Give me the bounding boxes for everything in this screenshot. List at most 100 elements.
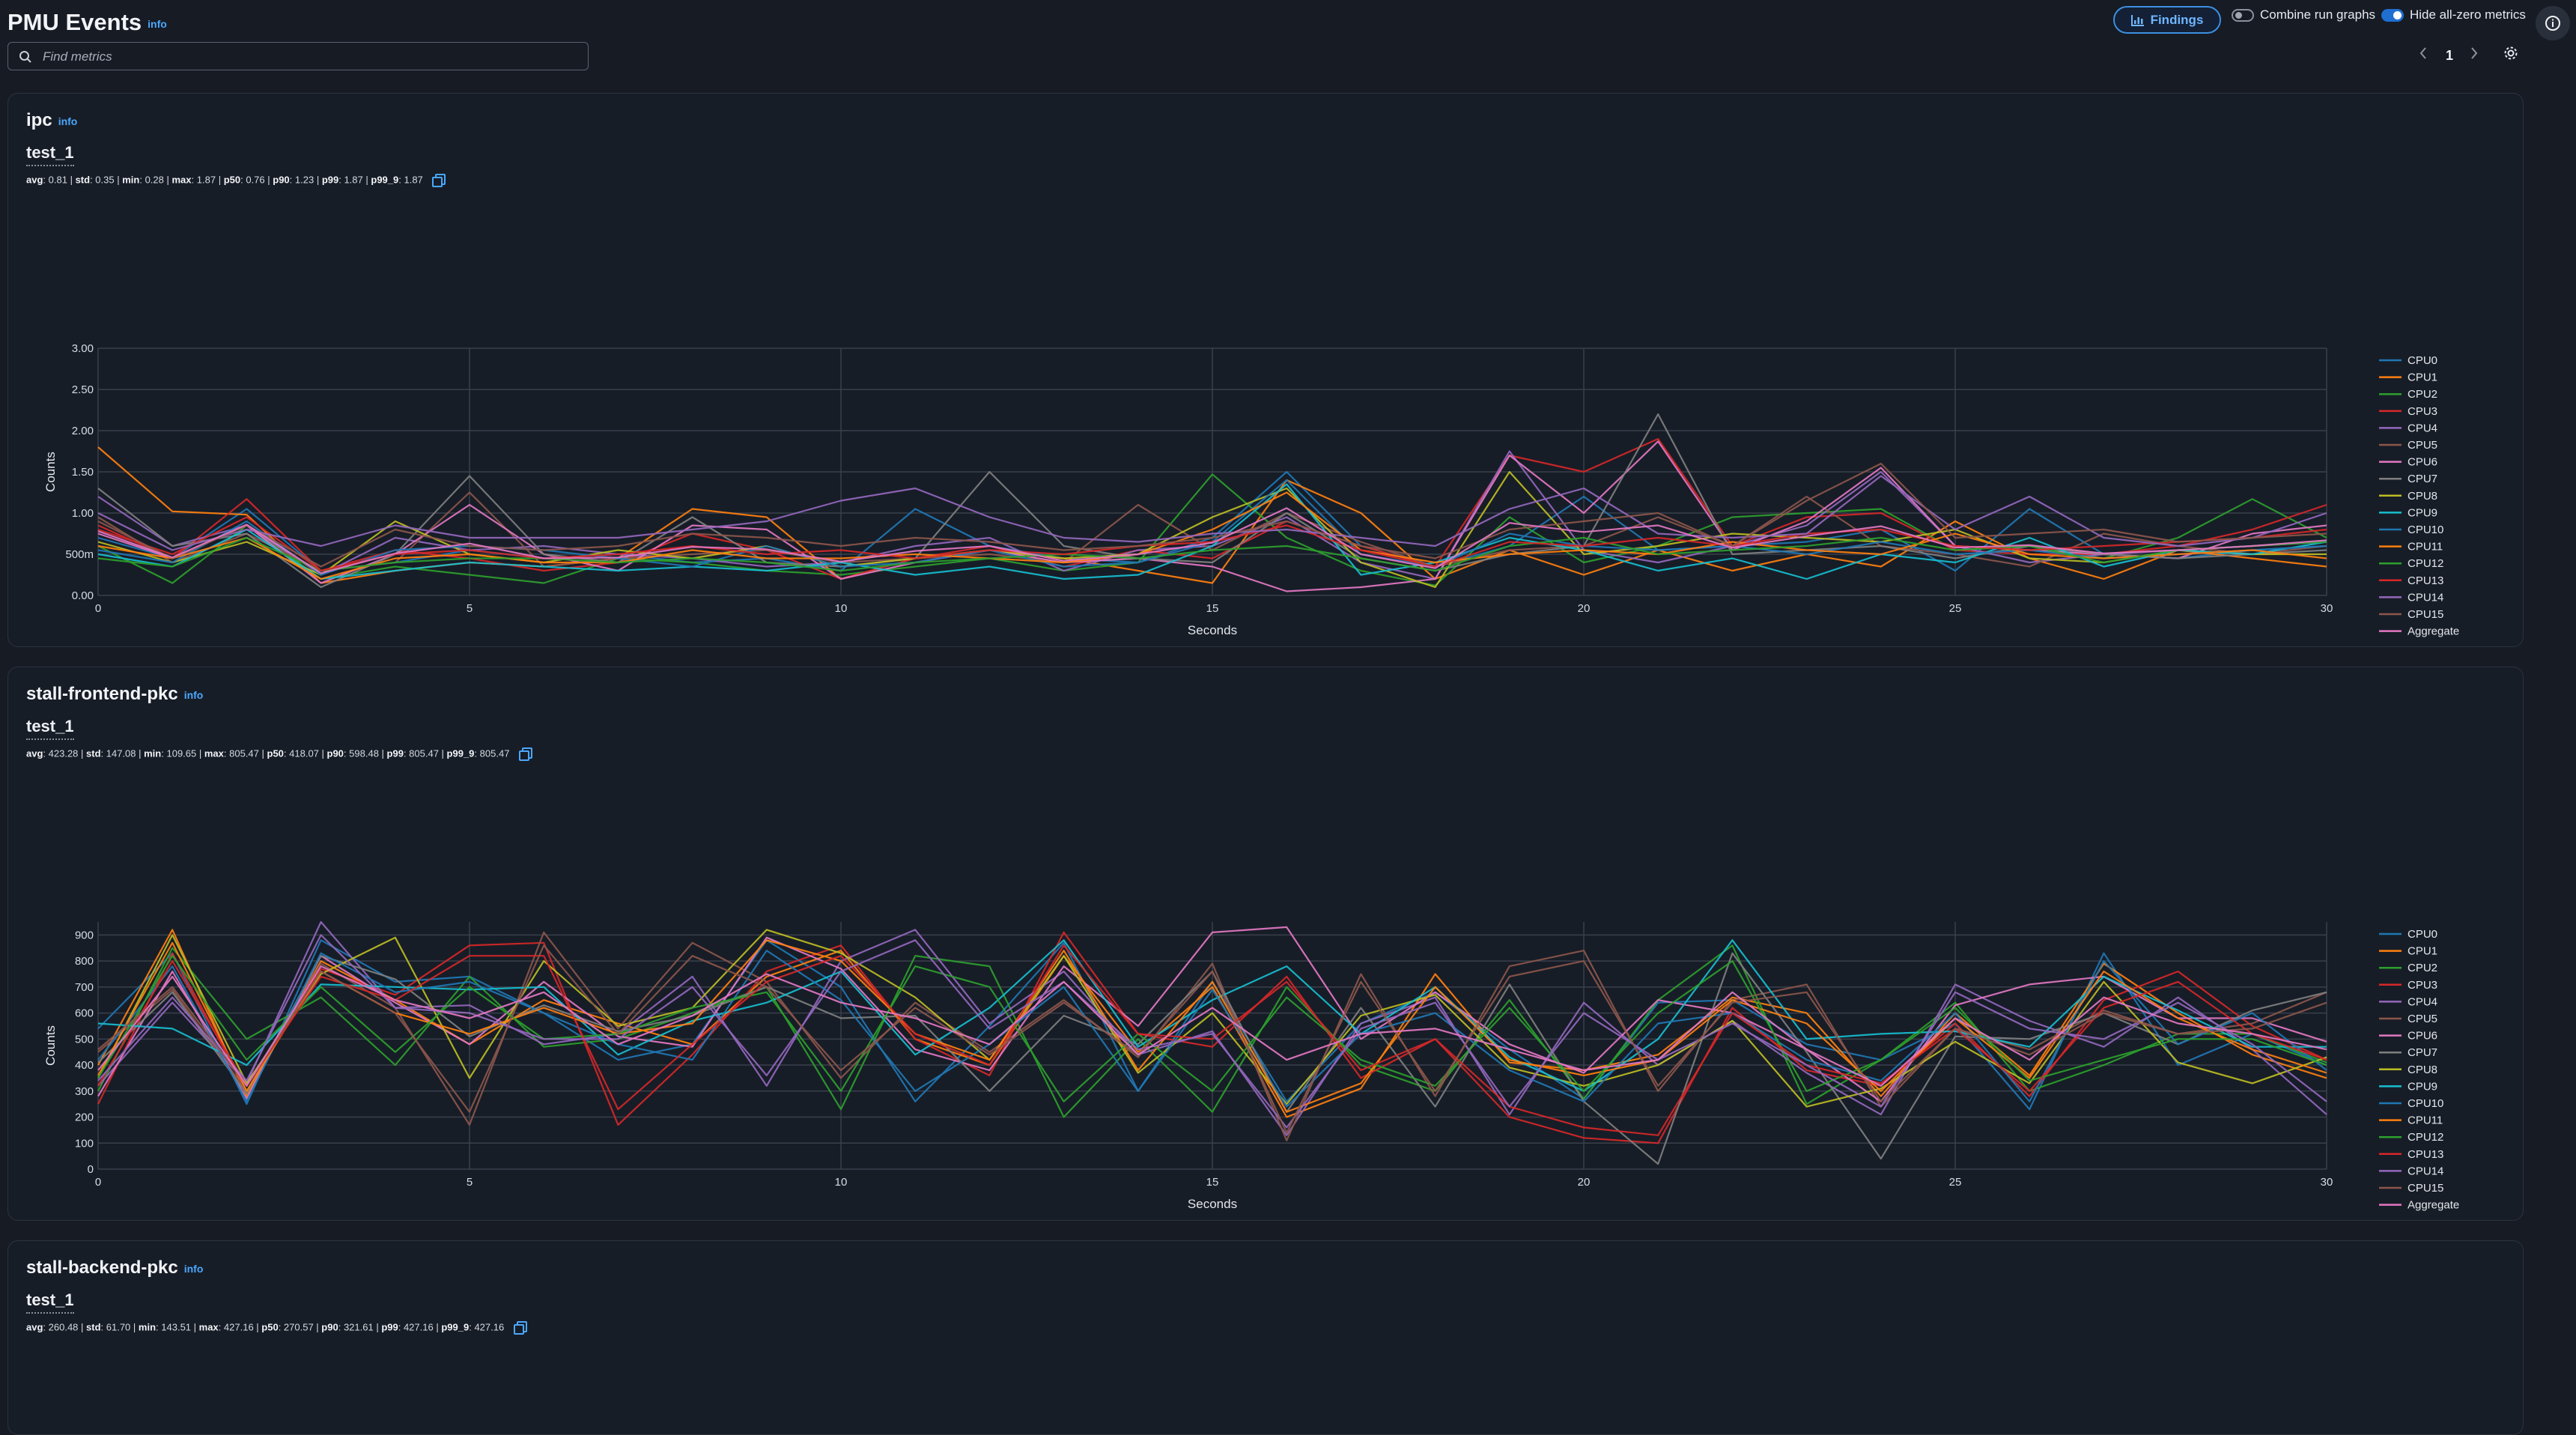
series-line-cpu6 [97,926,2327,1102]
stat-key: avg [26,1321,43,1333]
search-input[interactable] [41,45,568,69]
stat-key: p99_9 [371,174,399,186]
legend-item-cpu10: CPU10 [2408,524,2443,536]
copy-icon[interactable] [518,747,533,762]
metric-info-link[interactable]: info [58,115,78,127]
stat-key: p50 [267,747,284,759]
legend-item-cpu0: CPU0 [2408,354,2437,367]
x-tick-label: 10 [835,1176,848,1189]
top-bar: PMU Events info Findings Combine run grap… [0,0,2576,82]
settings-button[interactable] [2503,45,2519,65]
y-tick-label: 500 [75,1033,94,1046]
search-icon [19,51,31,63]
y-axis-label: Counts [43,1025,58,1066]
stat-key: min [122,174,140,186]
stat-key: p99_9 [446,747,475,759]
legend-item-cpu13: CPU13 [2408,1148,2443,1161]
stat-value: 0.28 [145,174,164,186]
series-line-cpu9 [97,483,2327,580]
stat-value: 1.87 [196,174,216,186]
combine-run-graphs-label: Combine run graphs [2260,7,2376,22]
x-tick-label: 0 [95,602,101,615]
legend-item-cpu9: CPU9 [2408,506,2437,519]
stat-key: std [86,1321,101,1333]
metric-info-link[interactable]: info [183,688,204,701]
legend-item-cpu6: CPU6 [2408,1030,2437,1043]
series-line-aggregate [97,507,2327,574]
legend-item-cpu2: CPU2 [2408,388,2437,401]
series-line-cpu2 [97,944,2327,1118]
page-title-text: PMU Events [7,9,142,35]
legend-item-cpu0: CPU0 [2408,928,2437,941]
stat-value: 0.81 [48,174,67,186]
run-name: test_1 [26,717,74,740]
stat-value: 1.87 [404,174,423,186]
stat-key: p99_9 [441,1321,470,1333]
chevron-left-icon [2419,47,2426,59]
stat-key: max [204,747,224,759]
stat-value: 1.23 [294,174,315,186]
stat-value: 598.48 [349,747,379,759]
y-tick-label: 300 [75,1085,94,1098]
metric-title: stall-backend-pkc info [26,1257,203,1278]
series-line-cpu14 [97,475,2327,551]
series-line-cpu3 [97,931,2327,1144]
stat-value: 321.61 [343,1321,374,1333]
x-axis-label: Seconds [1188,1197,1237,1211]
combine-run-graphs-toggle[interactable] [2232,9,2254,22]
x-tick-label: 20 [1578,1176,1591,1189]
legend-item-cpu7: CPU7 [2408,473,2437,485]
y-tick-label: 100 [75,1137,94,1150]
stat-value: 427.16 [474,1321,505,1333]
stat-key: std [86,747,101,759]
metric-panel-ipc: ipc info test_1 avg: 0.81 | std: 0.35 | m… [7,93,2524,647]
stat-key: p90 [321,1321,338,1333]
stat-value: 805.47 [479,747,510,759]
stat-key: p99 [381,1321,398,1333]
x-tick-label: 30 [2321,602,2333,615]
metric-title: ipc info [26,110,77,131]
legend-item-cpu15: CPU15 [2408,1182,2443,1195]
legend-item-cpu8: CPU8 [2408,490,2437,503]
y-tick-label: 400 [75,1059,94,1072]
metric-title-text: stall-backend-pkc [26,1257,178,1278]
search-box[interactable] [7,42,589,70]
stat-value: 1.87 [344,174,363,186]
legend-item-cpu3: CPU3 [2408,979,2437,992]
legend-item-cpu8: CPU8 [2408,1064,2437,1076]
y-tick-label: 900 [75,929,94,941]
legend-item-aggregate: Aggregate [2408,625,2459,638]
legend-item-cpu14: CPU14 [2408,591,2443,604]
series-line-cpu11 [97,491,2327,580]
series-line-cpu12 [97,536,2327,572]
stat-value: 418.07 [289,747,319,759]
series-line-cpu12 [97,955,2327,1102]
page-info-link[interactable]: info [148,17,167,30]
y-tick-label: 0.00 [72,589,94,602]
copy-icon[interactable] [513,1320,528,1335]
hide-all-zero-toggle[interactable] [2381,9,2404,22]
stat-key: p90 [273,174,290,186]
info-button[interactable] [2536,6,2570,40]
series-line-cpu15 [97,462,2327,568]
metric-panel-stall-backend: stall-backend-pkc info test_1 avg: 260.48… [7,1240,2524,1435]
page-number: 1 [2446,48,2454,63]
stat-key: std [75,174,91,186]
legend-item-cpu11: CPU11 [2408,541,2443,553]
next-page-button[interactable] [2470,46,2479,64]
y-tick-label: 700 [75,981,94,994]
metric-info-link[interactable]: info [183,1262,204,1275]
stat-value: 427.16 [403,1321,434,1333]
stat-value: 260.48 [48,1321,79,1333]
metric-title-text: stall-frontend-pkc [26,684,178,704]
findings-button[interactable]: Findings [2113,6,2221,34]
x-tick-label: 0 [95,1176,101,1189]
copy-icon[interactable] [431,173,446,188]
stat-key: p99 [321,174,339,186]
chart-icon [2130,14,2144,26]
stat-key: max [171,174,192,186]
stat-value: 109.65 [166,747,197,759]
y-axis-label: Counts [43,452,58,492]
x-tick-label: 25 [1949,1176,1962,1189]
previous-page-button[interactable] [2419,46,2428,64]
